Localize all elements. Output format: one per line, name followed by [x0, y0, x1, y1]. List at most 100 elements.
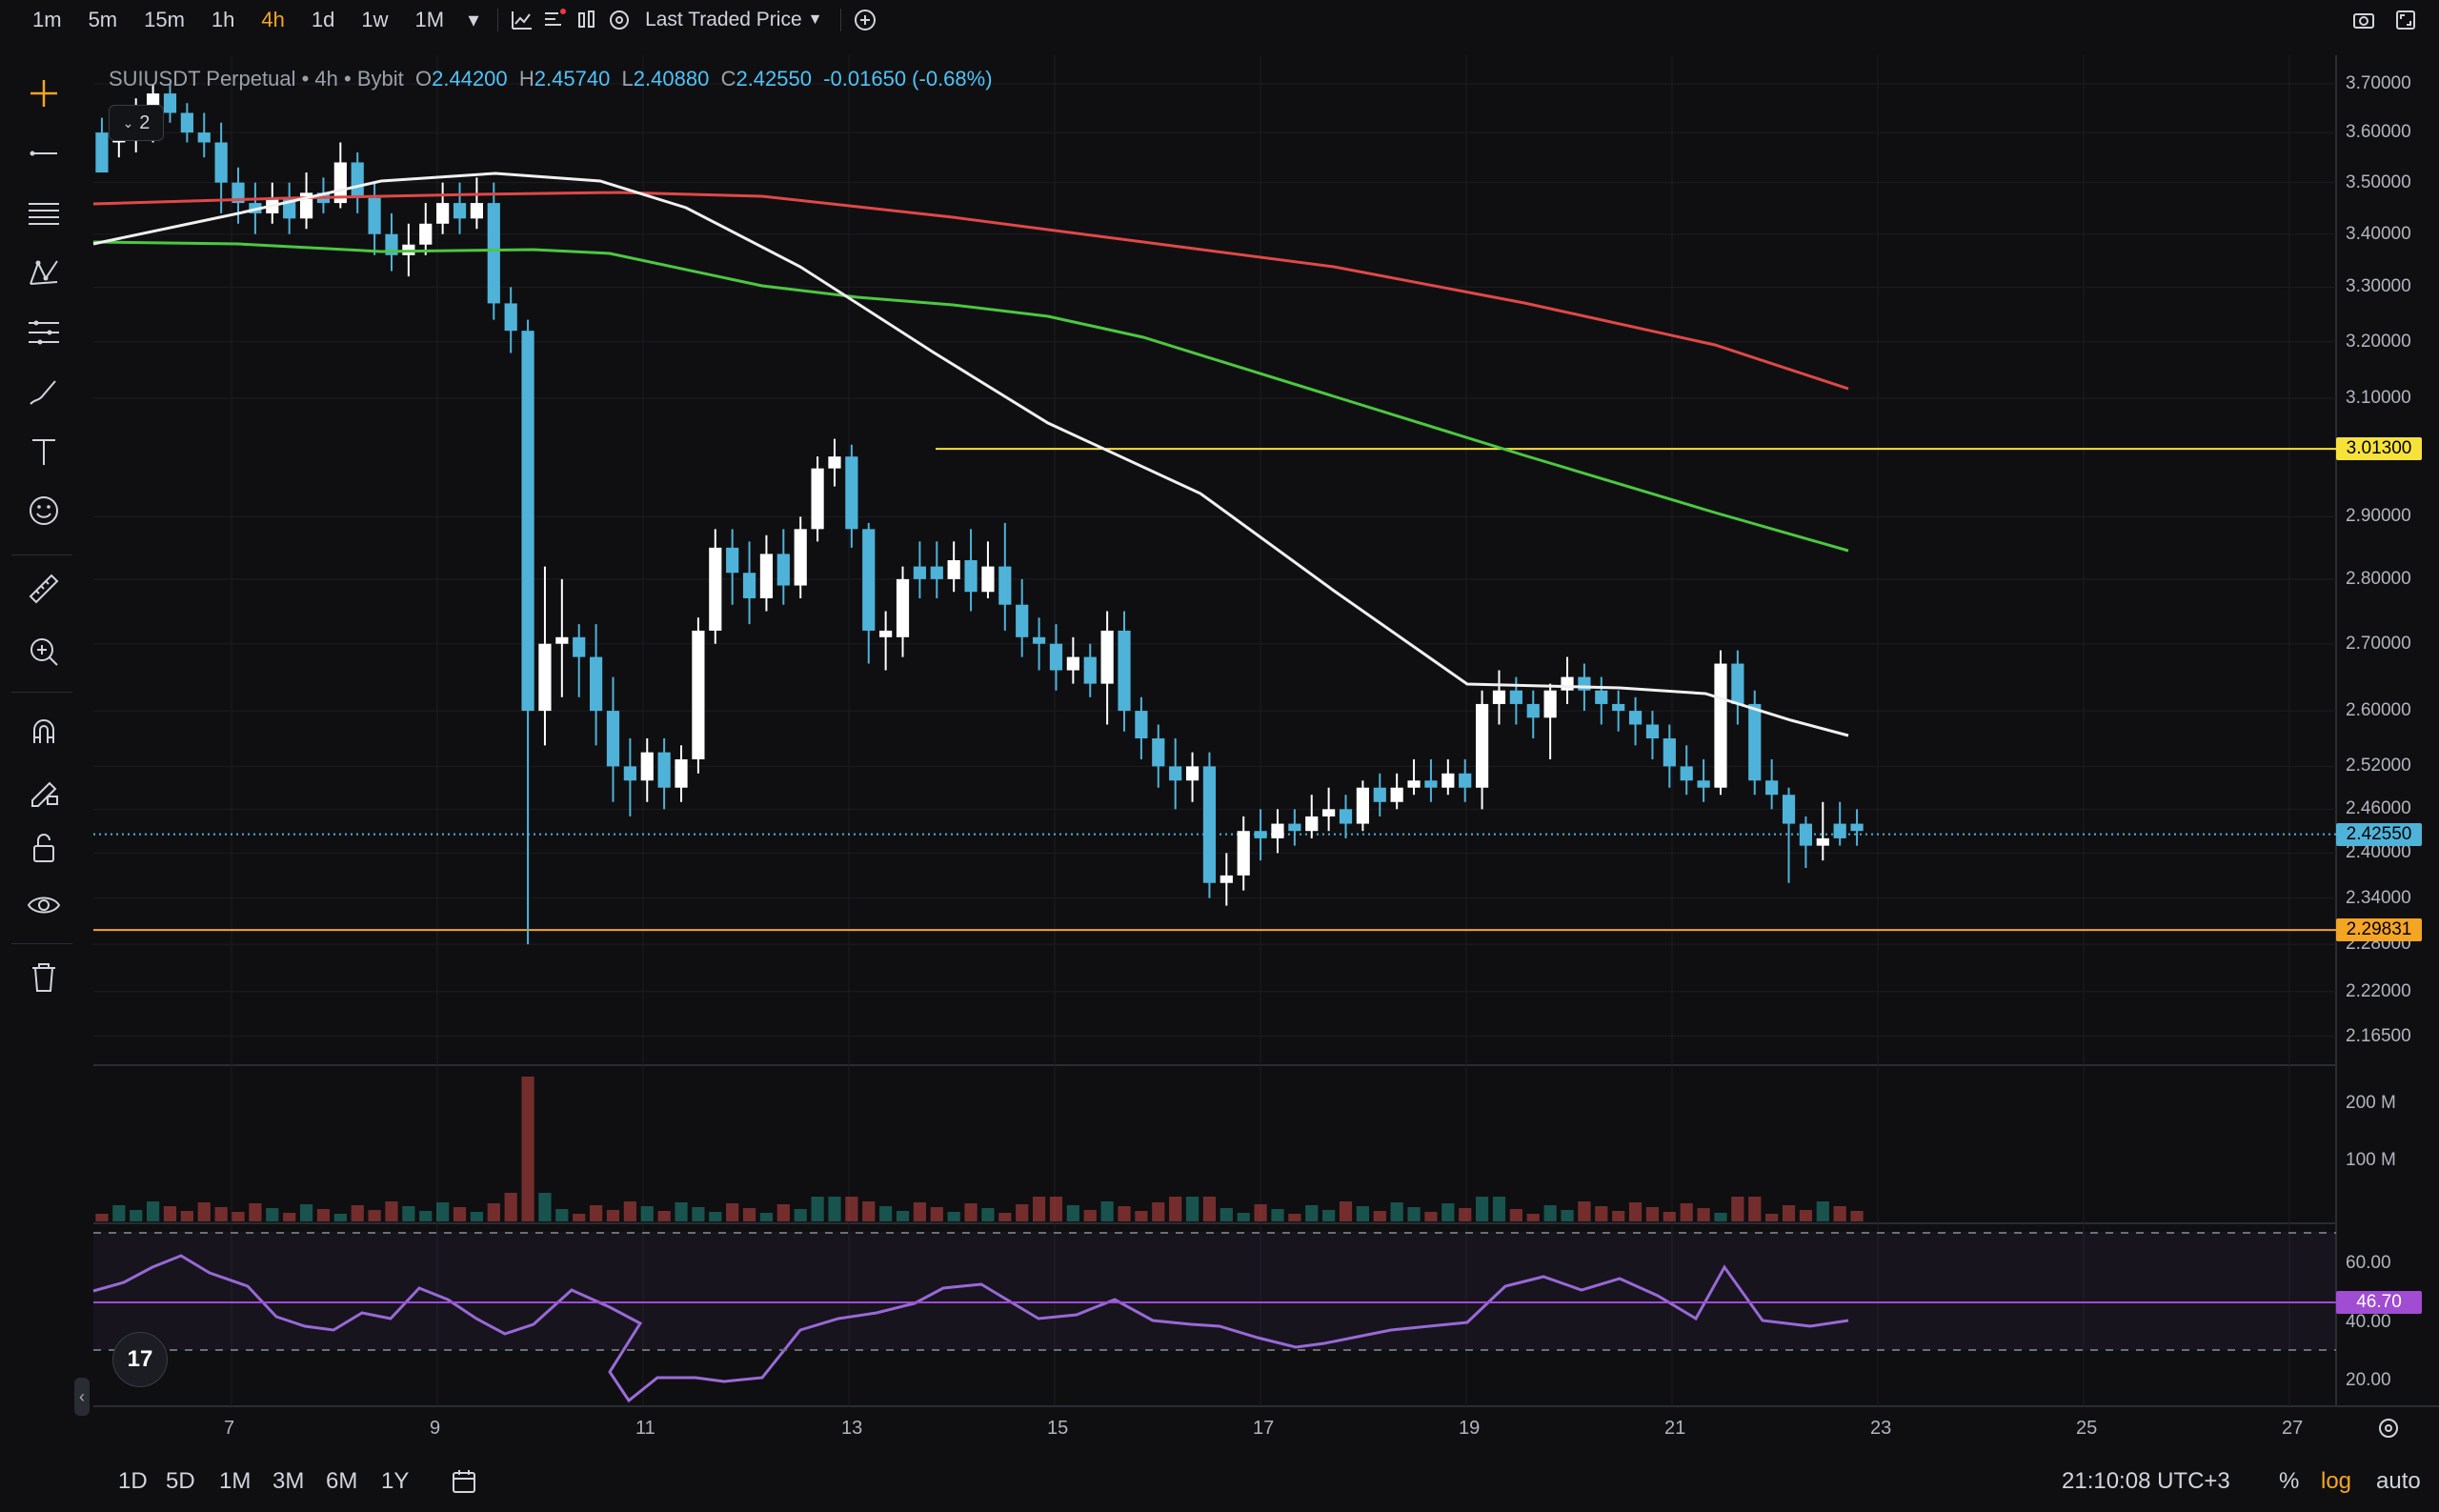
- volume-bar: [947, 1212, 960, 1221]
- trend-line-icon[interactable]: [23, 132, 65, 174]
- candle-body: [589, 656, 603, 712]
- candle-body: [1407, 780, 1421, 788]
- timeframe-1w[interactable]: 1w: [361, 8, 389, 31]
- candle-body: [470, 203, 484, 219]
- fib-icon[interactable]: [23, 312, 65, 353]
- eye-icon[interactable]: [23, 884, 65, 926]
- candle-body: [657, 752, 671, 788]
- volume-bar: [1748, 1197, 1762, 1221]
- scale-percent-button[interactable]: %: [2279, 1468, 2300, 1494]
- symbol-name[interactable]: SUIUSDT Perpetual: [109, 67, 296, 91]
- chart-type-icon[interactable]: [506, 4, 538, 36]
- bars-icon[interactable]: [571, 4, 603, 36]
- volume-bar: [1509, 1209, 1522, 1221]
- range-1M[interactable]: 1M: [219, 1468, 252, 1494]
- range-3M[interactable]: 3M: [272, 1468, 305, 1494]
- range-1Y[interactable]: 1Y: [381, 1468, 410, 1494]
- range-6M[interactable]: 6M: [326, 1468, 358, 1494]
- add-icon[interactable]: [849, 4, 881, 36]
- timeframe-dropdown-icon[interactable]: ▾: [468, 8, 479, 31]
- volume-bar: [214, 1207, 228, 1221]
- horizontal-lines-icon[interactable]: [23, 192, 65, 234]
- volume-bar: [862, 1201, 876, 1221]
- time-axis-label: 9: [430, 1418, 441, 1439]
- lock-drawing-icon[interactable]: [23, 770, 65, 812]
- candle-body: [1765, 780, 1779, 796]
- range-5D[interactable]: 5D: [166, 1468, 195, 1494]
- candle-body: [1356, 787, 1370, 824]
- volume-bar: [1288, 1214, 1301, 1221]
- close-label: C: [720, 67, 736, 91]
- volume-bar: [1220, 1208, 1233, 1221]
- volume-bar: [1032, 1197, 1046, 1221]
- scale-log-button[interactable]: log: [2321, 1468, 2352, 1494]
- brush-icon[interactable]: [23, 372, 65, 413]
- volume-bar: [1185, 1197, 1199, 1221]
- price-axis-label: 2.90000: [2346, 506, 2411, 527]
- candle-body: [1135, 711, 1148, 739]
- candle-body: [1697, 780, 1710, 788]
- calendar-icon[interactable]: [448, 1465, 480, 1498]
- ruler-icon[interactable]: [23, 568, 65, 610]
- unlock-icon[interactable]: [23, 827, 65, 869]
- timeframe-1m[interactable]: 1m: [32, 8, 62, 31]
- settings-icon[interactable]: [603, 4, 635, 36]
- tradingview-logo[interactable]: 17: [112, 1332, 168, 1387]
- range-1D[interactable]: 1D: [118, 1468, 148, 1494]
- high-value: 2.45740: [534, 67, 611, 91]
- price-axis-label: 3.10000: [2346, 388, 2411, 409]
- panel-resize-handle[interactable]: ‹: [74, 1378, 90, 1416]
- candle-body: [896, 578, 910, 637]
- ma-white-line: [92, 171, 1849, 737]
- text-icon[interactable]: [23, 431, 65, 473]
- emoji-icon[interactable]: [23, 490, 65, 532]
- timeframe-1d[interactable]: 1d: [311, 8, 335, 31]
- price-source-select[interactable]: Last Traded Price ▼: [635, 9, 832, 31]
- candle-body: [930, 566, 943, 579]
- volume-bar: [913, 1202, 927, 1221]
- zoom-icon[interactable]: [23, 631, 65, 673]
- price-axis-label: 2.80000: [2346, 568, 2411, 589]
- rsi-axis-label: 40.00: [2346, 1312, 2391, 1332]
- chart-legend: SUIUSDT Perpetual • 4h • Bybit O2.44200 …: [109, 67, 993, 91]
- pattern-icon[interactable]: [23, 252, 65, 293]
- volume-bar: [692, 1207, 705, 1221]
- volume-bar: [1202, 1197, 1217, 1221]
- price-source-label: Last Traded Price: [645, 9, 802, 30]
- chart-settings-gear-icon[interactable]: [2372, 1412, 2405, 1444]
- timeframe-1M[interactable]: 1M: [414, 8, 445, 31]
- volume-bar: [742, 1208, 756, 1221]
- volume-bar: [266, 1208, 279, 1221]
- volume-bar: [1407, 1207, 1421, 1221]
- candle-body: [521, 331, 534, 712]
- open-label: O: [415, 67, 433, 91]
- trash-icon[interactable]: [23, 957, 65, 998]
- candle-body: [1714, 663, 1727, 788]
- volume-bar: [811, 1197, 824, 1221]
- volume-bar: [1492, 1197, 1506, 1221]
- timeframe-1h[interactable]: 1h: [211, 8, 235, 31]
- timeframe-15m[interactable]: 15m: [144, 8, 185, 31]
- volume-bar: [385, 1201, 398, 1221]
- crosshair-icon[interactable]: [23, 72, 65, 114]
- clock[interactable]: 21:10:08 UTC+3: [2062, 1468, 2230, 1494]
- timeframe-4h[interactable]: 4h: [261, 8, 285, 31]
- volume-bar: [1322, 1210, 1336, 1221]
- candle-body: [453, 203, 467, 219]
- volume-bar: [1152, 1202, 1165, 1221]
- candle-body: [368, 197, 381, 234]
- indicators-icon[interactable]: [538, 4, 571, 36]
- volume-bar: [436, 1202, 450, 1221]
- timeframe-5m[interactable]: 5m: [88, 8, 118, 31]
- scale-auto-button[interactable]: auto: [2376, 1468, 2421, 1494]
- candle-body: [1202, 766, 1217, 883]
- volume-bar: [1390, 1202, 1403, 1221]
- candle-body: [1288, 823, 1301, 832]
- rsi-line: [92, 1254, 1849, 1403]
- price-axis-label: 3.20000: [2346, 331, 2411, 352]
- fullscreen-icon[interactable]: [2389, 4, 2422, 36]
- camera-icon[interactable]: [2348, 4, 2380, 36]
- magnet-icon[interactable]: [23, 711, 65, 753]
- indicator-collapse-button[interactable]: ⌄ 2: [109, 105, 164, 141]
